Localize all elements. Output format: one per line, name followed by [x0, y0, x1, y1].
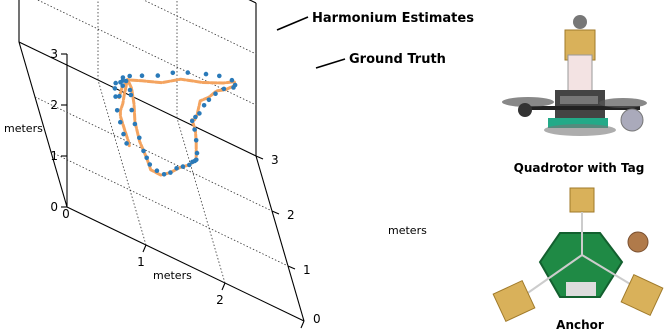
estimate-point: [120, 75, 126, 80]
estimate-point: [217, 73, 222, 79]
estimate-point: [206, 97, 212, 103]
estimate-point: [132, 121, 138, 127]
estimate-point: [137, 135, 142, 141]
estimate-point: [185, 70, 191, 75]
floor-edge: [18, 41, 257, 157]
x-tick-mark: [142, 244, 147, 253]
y-tick-mark: [255, 155, 264, 160]
estimate-point: [112, 86, 118, 91]
estimate-point: [197, 111, 202, 116]
x-tick-label: 0: [62, 207, 70, 221]
y-tick-mark: [271, 210, 280, 215]
z-tick-label: 2: [50, 98, 58, 112]
axes-frame: [18, 0, 305, 322]
x-tick-label: 1: [137, 255, 145, 269]
estimate-point: [193, 138, 199, 143]
estimate-point: [154, 168, 160, 173]
estimate-point: [161, 172, 167, 177]
ground-truth-annotation-arrow: [315, 58, 346, 69]
estimate-point: [118, 119, 123, 125]
estimate-point: [121, 131, 126, 137]
estimate-point: [180, 164, 186, 169]
floor-grid-line: [50, 151, 289, 267]
estimate-point: [174, 166, 179, 171]
estimate-point: [144, 155, 149, 161]
estimate-point: [124, 141, 129, 146]
x-tick-mark: [221, 282, 226, 291]
z-tick-label: 1: [50, 149, 58, 163]
floor-edge: [255, 155, 305, 322]
estimate-point: [168, 170, 173, 175]
grid-lines: [34, 0, 289, 284]
estimate-point: [229, 77, 235, 83]
y-axis-label: meters: [388, 224, 427, 237]
y-tick-label: 1: [303, 263, 311, 277]
estimate-point: [127, 87, 133, 93]
estimate-point: [194, 150, 200, 156]
estimate-point: [192, 127, 197, 132]
floor-grid-line: [97, 79, 147, 246]
x-tick-mark: [300, 320, 305, 329]
estimate-point: [155, 73, 161, 78]
y-tick-label: 0: [313, 312, 321, 326]
ground-truth-annotation: Ground Truth: [349, 52, 446, 67]
y-tick-label: 3: [271, 153, 279, 167]
estimate-point: [170, 70, 176, 76]
z-tick-label: 0: [50, 200, 58, 214]
estimate-point: [113, 94, 118, 99]
estimate-point: [201, 103, 207, 108]
estimate-point: [113, 80, 118, 86]
y-tick-label: 2: [287, 208, 295, 222]
anchor-photo: Anchor: [492, 187, 664, 332]
y-axis-line: [18, 41, 68, 208]
estimate-point: [117, 93, 122, 99]
estimate-point: [123, 78, 129, 84]
back-wall-edge: [248, 0, 257, 4]
estimate-point: [139, 73, 145, 78]
estimate-point: [114, 108, 120, 113]
z-axis-label: meters: [4, 122, 43, 135]
estimate-point: [213, 91, 218, 96]
harmonium-annotation: Harmonium Estimates: [312, 11, 474, 26]
estimate-point: [221, 86, 227, 92]
estimate-point: [127, 73, 132, 79]
z-tick-label: 3: [50, 47, 58, 61]
estimate-point: [187, 162, 192, 168]
anchor-caption: Anchor: [556, 318, 604, 332]
estimate-point: [141, 148, 146, 154]
floor-grid-line: [176, 117, 226, 284]
harmonium-annotation-arrow: [276, 16, 309, 31]
estimate-point: [147, 162, 153, 167]
estimate-point: [232, 82, 238, 88]
quadrotor-caption: Quadrotor with Tag: [514, 161, 645, 175]
harmonium-estimates-series: [112, 70, 238, 177]
tick-labels: 012301230123: [50, 47, 320, 332]
floor-grid-line: [34, 96, 273, 212]
quadrotor-photo: Quadrotor with Tag: [495, 10, 660, 175]
x-axis-label: meters: [153, 269, 192, 282]
estimate-point: [128, 92, 134, 98]
estimate-point: [193, 114, 198, 120]
estimate-point: [120, 83, 125, 88]
trajectory-plot-3d: 012301230123: [18, 0, 321, 332]
estimate-point: [203, 71, 209, 77]
y-tick-mark: [287, 265, 296, 270]
x-tick-label: 2: [216, 293, 224, 307]
x-axis-line: [66, 206, 305, 322]
estimate-point: [194, 157, 199, 163]
estimate-point: [189, 118, 195, 124]
estimate-point: [129, 107, 134, 113]
